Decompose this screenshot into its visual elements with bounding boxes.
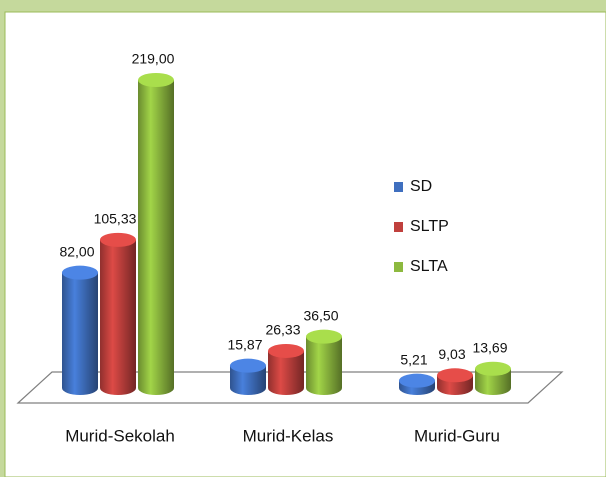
bar-top bbox=[399, 373, 435, 388]
bar-top bbox=[475, 361, 511, 376]
legend-label: SLTP bbox=[410, 218, 449, 235]
plot-panel bbox=[4, 11, 606, 477]
data-label: 13,69 bbox=[472, 339, 507, 355]
bar bbox=[100, 239, 136, 395]
bar bbox=[268, 350, 304, 395]
bar-top bbox=[62, 265, 98, 280]
data-label: 26,33 bbox=[265, 322, 300, 338]
data-label: 9,03 bbox=[438, 346, 465, 362]
bar-top bbox=[268, 343, 304, 358]
bar-top bbox=[230, 358, 266, 373]
bar bbox=[306, 336, 342, 395]
data-label: 105,33 bbox=[94, 211, 137, 227]
legend-swatch bbox=[394, 262, 403, 272]
x-tick-label: Murid-Kelas bbox=[243, 426, 334, 445]
legend-swatch bbox=[394, 182, 403, 192]
legend-label: SD bbox=[410, 178, 432, 195]
legend-swatch bbox=[394, 222, 403, 232]
bar bbox=[475, 368, 511, 395]
bar-top bbox=[138, 73, 174, 87]
bar-top bbox=[437, 368, 473, 383]
bar-top bbox=[100, 232, 136, 247]
legend-label: SLTA bbox=[410, 258, 448, 275]
data-label: 82,00 bbox=[59, 243, 94, 259]
data-label: 36,50 bbox=[303, 307, 338, 323]
data-label: 5,21 bbox=[400, 351, 427, 367]
x-tick-label: Murid-Guru bbox=[414, 426, 500, 445]
bar bbox=[230, 365, 266, 395]
bar-top bbox=[306, 329, 342, 344]
bar bbox=[62, 272, 98, 395]
data-label: 15,87 bbox=[227, 336, 262, 352]
bar bbox=[138, 80, 174, 395]
data-label: 219,00 bbox=[132, 51, 175, 67]
x-tick-label: Murid-Sekolah bbox=[65, 426, 175, 445]
